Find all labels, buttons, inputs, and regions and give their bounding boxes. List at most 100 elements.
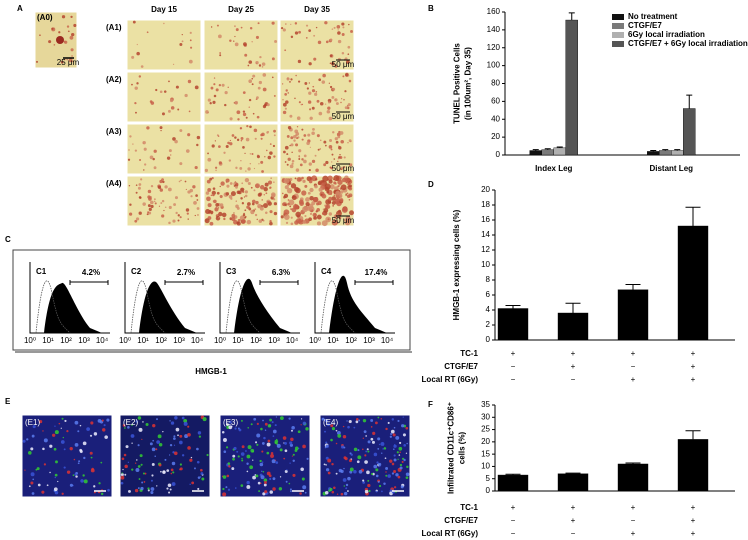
micrograph-cell	[287, 199, 290, 201]
micrograph-cell	[399, 463, 403, 467]
micrograph-cell	[248, 79, 253, 84]
micrograph-cell	[329, 184, 335, 190]
micrograph-cell	[255, 200, 259, 205]
micrograph-cell	[326, 190, 330, 194]
treatment-sign: +	[571, 349, 576, 358]
micrograph-cell	[313, 216, 317, 220]
micrograph-cell	[270, 454, 274, 458]
y-axis-label: cells (%)	[458, 431, 467, 464]
micrograph-cell	[218, 161, 222, 165]
micrograph-cell	[321, 182, 325, 186]
treatment-sign: +	[511, 503, 516, 512]
micrograph-cell	[103, 424, 106, 427]
micrograph-cell	[79, 424, 82, 427]
micrograph-cell	[64, 40, 68, 44]
micrograph-cell	[288, 482, 291, 485]
micrograph-cell	[290, 490, 292, 493]
micrograph-cell	[383, 482, 386, 485]
micrograph-cell	[263, 483, 267, 487]
micrograph-cell	[100, 492, 104, 496]
micrograph-cell	[269, 418, 273, 422]
micrograph-cell	[93, 432, 98, 436]
micrograph-cell	[340, 101, 342, 104]
micrograph-cell	[396, 451, 399, 454]
error-bar	[505, 473, 521, 476]
micrograph-cell	[405, 452, 408, 454]
micrograph-cell	[402, 416, 404, 418]
micrograph-cell	[223, 450, 227, 454]
micrograph-cell	[391, 472, 395, 475]
micrograph-cell	[255, 60, 259, 65]
micrograph-cell	[235, 200, 237, 202]
micrograph-cell	[315, 26, 318, 29]
micrograph-cell	[269, 477, 272, 481]
x-tick-label: 10¹	[232, 336, 244, 345]
micrograph-cell	[225, 486, 228, 489]
micrograph-cell	[173, 444, 176, 446]
micrograph-cell	[207, 203, 212, 208]
micrograph-cell	[129, 203, 132, 206]
micrograph-cell	[216, 134, 219, 137]
legend-label: 6Gy local irradiation	[628, 30, 705, 39]
micrograph-cell	[236, 221, 240, 225]
micrograph-cell	[307, 191, 311, 195]
micrograph-cell	[345, 487, 348, 490]
micrograph-cell	[273, 181, 275, 183]
micrograph-cell	[284, 185, 289, 190]
micrograph-cell	[69, 35, 74, 40]
histogram-outline	[35, 280, 71, 334]
scale-label: 50 μm	[332, 60, 355, 69]
micrograph-cell	[362, 479, 365, 482]
micrograph-cell	[282, 102, 287, 107]
micrograph-cell	[246, 485, 251, 489]
micrograph-cell	[254, 213, 258, 217]
micrograph-cell	[241, 445, 245, 449]
micrograph-cell	[177, 214, 180, 217]
micrograph-cell	[135, 111, 137, 114]
micrograph-cell	[215, 216, 221, 221]
micrograph-cell	[381, 490, 383, 493]
micrograph-cell	[302, 421, 307, 426]
micrograph-cell	[303, 154, 307, 158]
micrograph-cell	[331, 427, 336, 431]
micrograph-cell	[134, 488, 139, 493]
micrograph-cell	[337, 31, 341, 35]
micrograph-cell	[146, 31, 149, 34]
micrograph-cell	[181, 416, 185, 420]
micrograph-cell	[343, 218, 346, 222]
micrograph-cell	[377, 480, 380, 483]
micrograph-cell	[257, 86, 261, 90]
micrograph-cell	[131, 55, 135, 59]
micrograph-cell	[185, 149, 190, 153]
micrograph-cell	[60, 427, 62, 429]
gate-percent: 4.2%	[82, 268, 100, 277]
micrograph	[203, 71, 279, 123]
row-label: (A2)	[106, 75, 122, 84]
micrograph-cell	[226, 423, 229, 427]
micrograph-cell	[245, 450, 247, 452]
micrograph-cell	[261, 199, 263, 201]
micrograph-cell	[159, 90, 163, 94]
micrograph-cell	[231, 217, 236, 222]
micrograph-cell	[304, 184, 308, 188]
micrograph-cell	[346, 420, 348, 422]
micrograph-cell	[362, 418, 367, 423]
micrograph-cell	[255, 441, 258, 444]
micrograph-cell	[244, 194, 248, 198]
micrograph-cell	[393, 444, 397, 448]
micrograph-cell	[163, 22, 165, 25]
micrograph-cell	[261, 450, 264, 453]
micrograph-cell	[166, 469, 170, 472]
micrograph-cell	[168, 491, 171, 494]
micrograph-cell	[166, 487, 169, 490]
treatment-sign: −	[631, 362, 636, 371]
y-tick-label: 120	[487, 43, 501, 52]
micrograph-cell	[43, 438, 48, 443]
micrograph-cell	[296, 137, 299, 140]
micrograph-cell	[246, 462, 249, 465]
micrograph-cell	[207, 98, 211, 102]
micrograph-cell	[210, 86, 214, 90]
micrograph-cell	[267, 180, 273, 185]
micrograph-cell	[256, 443, 259, 446]
micrograph-cell	[265, 211, 268, 215]
